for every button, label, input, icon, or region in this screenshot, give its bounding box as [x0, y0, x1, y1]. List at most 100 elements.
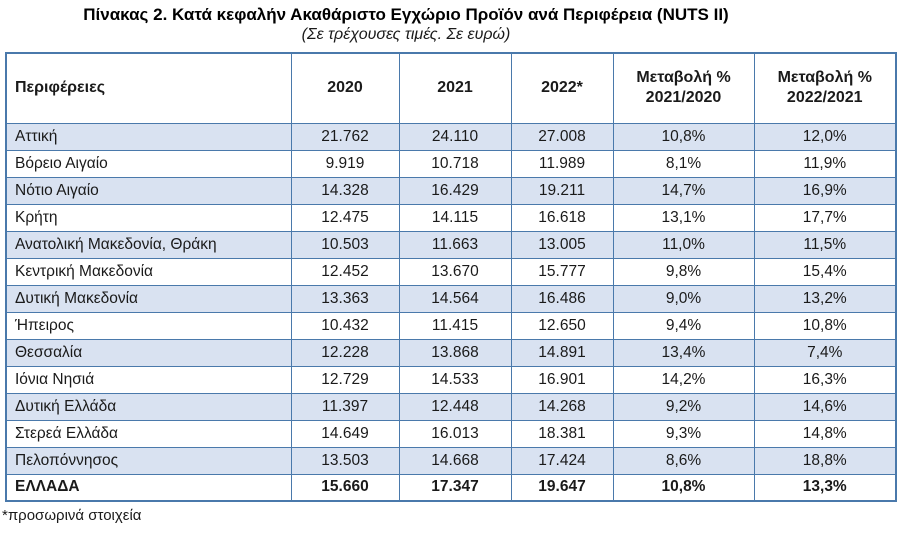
value-cell: 10.503	[290, 230, 400, 259]
region-cell: Αττική	[5, 122, 292, 151]
value-cell: 14,7%	[612, 176, 755, 205]
gdp-per-capita-table: Περιφέρειες 2020 2021 2022* Μεταβολή % 2…	[5, 52, 897, 503]
value-cell: 13,4%	[612, 338, 755, 367]
value-cell: 14.564	[398, 284, 512, 313]
column-header-2021: 2021	[398, 52, 512, 124]
region-cell: Κρήτη	[5, 203, 292, 232]
region-cell: Στερεά Ελλάδα	[5, 419, 292, 448]
region-cell: Πελοπόννησος	[5, 446, 292, 475]
region-cell: Δυτική Ελλάδα	[5, 392, 292, 421]
value-cell: 17.424	[510, 446, 614, 475]
value-cell: 16,9%	[753, 176, 897, 205]
value-cell: 27.008	[510, 122, 614, 151]
value-cell: 16,3%	[753, 365, 897, 394]
header-row: Περιφέρειες 2020 2021 2022* Μεταβολή % 2…	[5, 52, 897, 124]
table-row: Βόρειο Αιγαίο 9.919 10.718 11.989 8,1% 11,9%	[5, 149, 897, 178]
value-cell: 8,1%	[612, 149, 755, 178]
value-cell: 16.013	[398, 419, 512, 448]
value-cell: 24.110	[398, 122, 512, 151]
value-cell: 18,8%	[753, 446, 897, 475]
value-cell: 13,1%	[612, 203, 755, 232]
value-cell: 13,2%	[753, 284, 897, 313]
value-cell: 15.777	[510, 257, 614, 286]
column-header-regions: Περιφέρειες	[5, 52, 292, 124]
table-row: Στερεά Ελλάδα 14.649 16.013 18.381 9,3% 14,8%	[5, 419, 897, 448]
value-cell: 14,8%	[753, 419, 897, 448]
value-cell: 21.762	[290, 122, 400, 151]
region-cell: Βόρειο Αιγαίο	[5, 149, 292, 178]
value-cell: 17,7%	[753, 203, 897, 232]
value-cell: 16.486	[510, 284, 614, 313]
value-cell: 10,8%	[612, 122, 755, 151]
value-cell: 14.328	[290, 176, 400, 205]
value-cell: 16.618	[510, 203, 614, 232]
value-cell: 16.429	[398, 176, 512, 205]
value-cell: 11,9%	[753, 149, 897, 178]
table-header-block: Πίνακας 2. Κατά κεφαλήν Ακαθάριστο Εγχώρ…	[0, 0, 812, 46]
column-header-change-2022-2021: Μεταβολή % 2022/2021	[753, 52, 897, 124]
value-cell: 12.452	[290, 257, 400, 286]
value-cell: 14.891	[510, 338, 614, 367]
column-header-2022: 2022*	[510, 52, 614, 124]
table-row: Ήπειρος 10.432 11.415 12.650 9,4% 10,8%	[5, 311, 897, 340]
table-row: Δυτική Ελλάδα 11.397 12.448 14.268 9,2% 14,6%	[5, 392, 897, 421]
column-header-2020: 2020	[290, 52, 400, 124]
table-row: Αττική 21.762 24.110 27.008 10,8% 12,0%	[5, 122, 897, 151]
table-title: Πίνακας 2. Κατά κεφαλήν Ακαθάριστο Εγχώρ…	[83, 5, 729, 24]
value-cell: 17.347	[398, 473, 512, 502]
value-cell: 14.649	[290, 419, 400, 448]
value-cell: 13,3%	[753, 473, 897, 502]
value-cell: 18.381	[510, 419, 614, 448]
value-cell: 10,8%	[753, 311, 897, 340]
value-cell: 11.397	[290, 392, 400, 421]
value-cell: 12.729	[290, 365, 400, 394]
value-cell: 19.647	[510, 473, 614, 502]
value-cell: 12.650	[510, 311, 614, 340]
value-cell: 9,4%	[612, 311, 755, 340]
table-row: Πελοπόννησος 13.503 14.668 17.424 8,6% 18,8%	[5, 446, 897, 475]
value-cell: 13.868	[398, 338, 512, 367]
value-cell: 11,5%	[753, 230, 897, 259]
value-cell: 14.268	[510, 392, 614, 421]
value-cell: 10.718	[398, 149, 512, 178]
region-cell: ΕΛΛΑΔΑ	[5, 473, 292, 502]
value-cell: 9,0%	[612, 284, 755, 313]
value-cell: 12.448	[398, 392, 512, 421]
value-cell: 16.901	[510, 365, 614, 394]
value-cell: 19.211	[510, 176, 614, 205]
value-cell: 12,0%	[753, 122, 897, 151]
value-cell: 14,2%	[612, 365, 755, 394]
value-cell: 9,8%	[612, 257, 755, 286]
region-cell: Δυτική Μακεδονία	[5, 284, 292, 313]
value-cell: 13.670	[398, 257, 512, 286]
value-cell: 15,4%	[753, 257, 897, 286]
value-cell: 8,6%	[612, 446, 755, 475]
column-header-change-2021-2020: Μεταβολή % 2021/2020	[612, 52, 755, 124]
value-cell: 9,2%	[612, 392, 755, 421]
value-cell: 15.660	[290, 473, 400, 502]
value-cell: 11.989	[510, 149, 614, 178]
table-row: Δυτική Μακεδονία 13.363 14.564 16.486 9,0% 13…	[5, 284, 897, 313]
table-row: Ιόνια Νησιά 12.729 14.533 16.901 14,2% 16,3%	[5, 365, 897, 394]
value-cell: 11.663	[398, 230, 512, 259]
region-cell: Ανατολική Μακεδονία, Θράκη	[5, 230, 292, 259]
value-cell: 9,3%	[612, 419, 755, 448]
value-cell: 9.919	[290, 149, 400, 178]
value-cell: 14.533	[398, 365, 512, 394]
value-cell: 10.432	[290, 311, 400, 340]
table-row-total: ΕΛΛΑΔΑ 15.660 17.347 19.647 10,8% 13,3%	[5, 473, 897, 502]
value-cell: 10,8%	[612, 473, 755, 502]
table-body: Αττική 21.762 24.110 27.008 10,8% 12,0% Βόρειο…	[5, 122, 897, 502]
table-row: Νότιο Αιγαίο 14.328 16.429 19.211 14,7% 16,9%	[5, 176, 897, 205]
table-row: Ανατολική Μακεδονία, Θράκη 10.503 11.663 13…	[5, 230, 897, 259]
value-cell: 14.668	[398, 446, 512, 475]
value-cell: 12.475	[290, 203, 400, 232]
footnote: *προσωρινά στοιχεία	[2, 507, 142, 525]
value-cell: 14,6%	[753, 392, 897, 421]
region-cell: Νότιο Αιγαίο	[5, 176, 292, 205]
value-cell: 13.005	[510, 230, 614, 259]
value-cell: 12.228	[290, 338, 400, 367]
value-cell: 11,0%	[612, 230, 755, 259]
value-cell: 11.415	[398, 311, 512, 340]
region-cell: Θεσσαλία	[5, 338, 292, 367]
